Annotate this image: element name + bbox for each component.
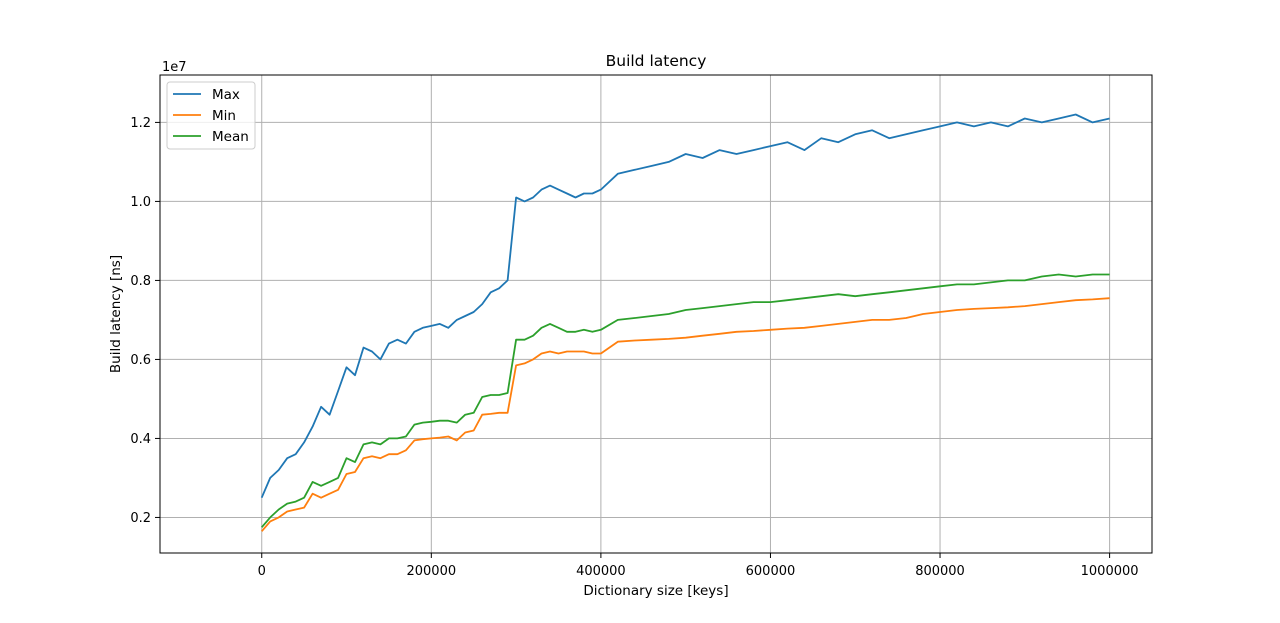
legend-label-min: Min	[212, 108, 236, 124]
x-tick-label: 200000	[406, 564, 456, 579]
legend-label-mean: Mean	[212, 129, 249, 145]
plot-frame	[159, 74, 1153, 554]
y-scale-label: 1e7	[162, 60, 187, 75]
x-tick-label: 400000	[576, 564, 626, 579]
grid-layer	[160, 75, 1152, 553]
y-tick-label: 0.2	[130, 511, 151, 526]
legend-box	[166, 81, 256, 150]
x-tick-label: 800000	[915, 564, 965, 579]
y-tick-label: 0.8	[130, 274, 151, 289]
x-axis-label: Dictionary size [keys]	[583, 583, 728, 599]
ticks-layer: 0 200000 400000 600000 800000 1000000 0.2 0.4 0.…	[130, 116, 1138, 579]
legend: Max Min Mean	[166, 81, 256, 150]
series-line-mean	[261, 273, 1110, 528]
y-axis-label: Build latency [ns]	[108, 255, 124, 373]
x-tick-label: 600000	[746, 564, 796, 579]
x-tick-label: 0	[258, 564, 266, 579]
legend-label-max: Max	[212, 87, 240, 103]
y-tick-label: 0.6	[130, 353, 151, 368]
y-tick-label: 0.4	[130, 432, 151, 447]
chart-title: Build latency	[606, 52, 707, 70]
y-tick-label: 1.2	[130, 116, 151, 131]
series-layer	[260, 113, 1110, 532]
x-tick-label: 1000000	[1081, 564, 1139, 579]
y-tick-label: 1.0	[130, 195, 151, 210]
series-line-max	[260, 113, 1110, 499]
series-line-min	[261, 297, 1110, 532]
